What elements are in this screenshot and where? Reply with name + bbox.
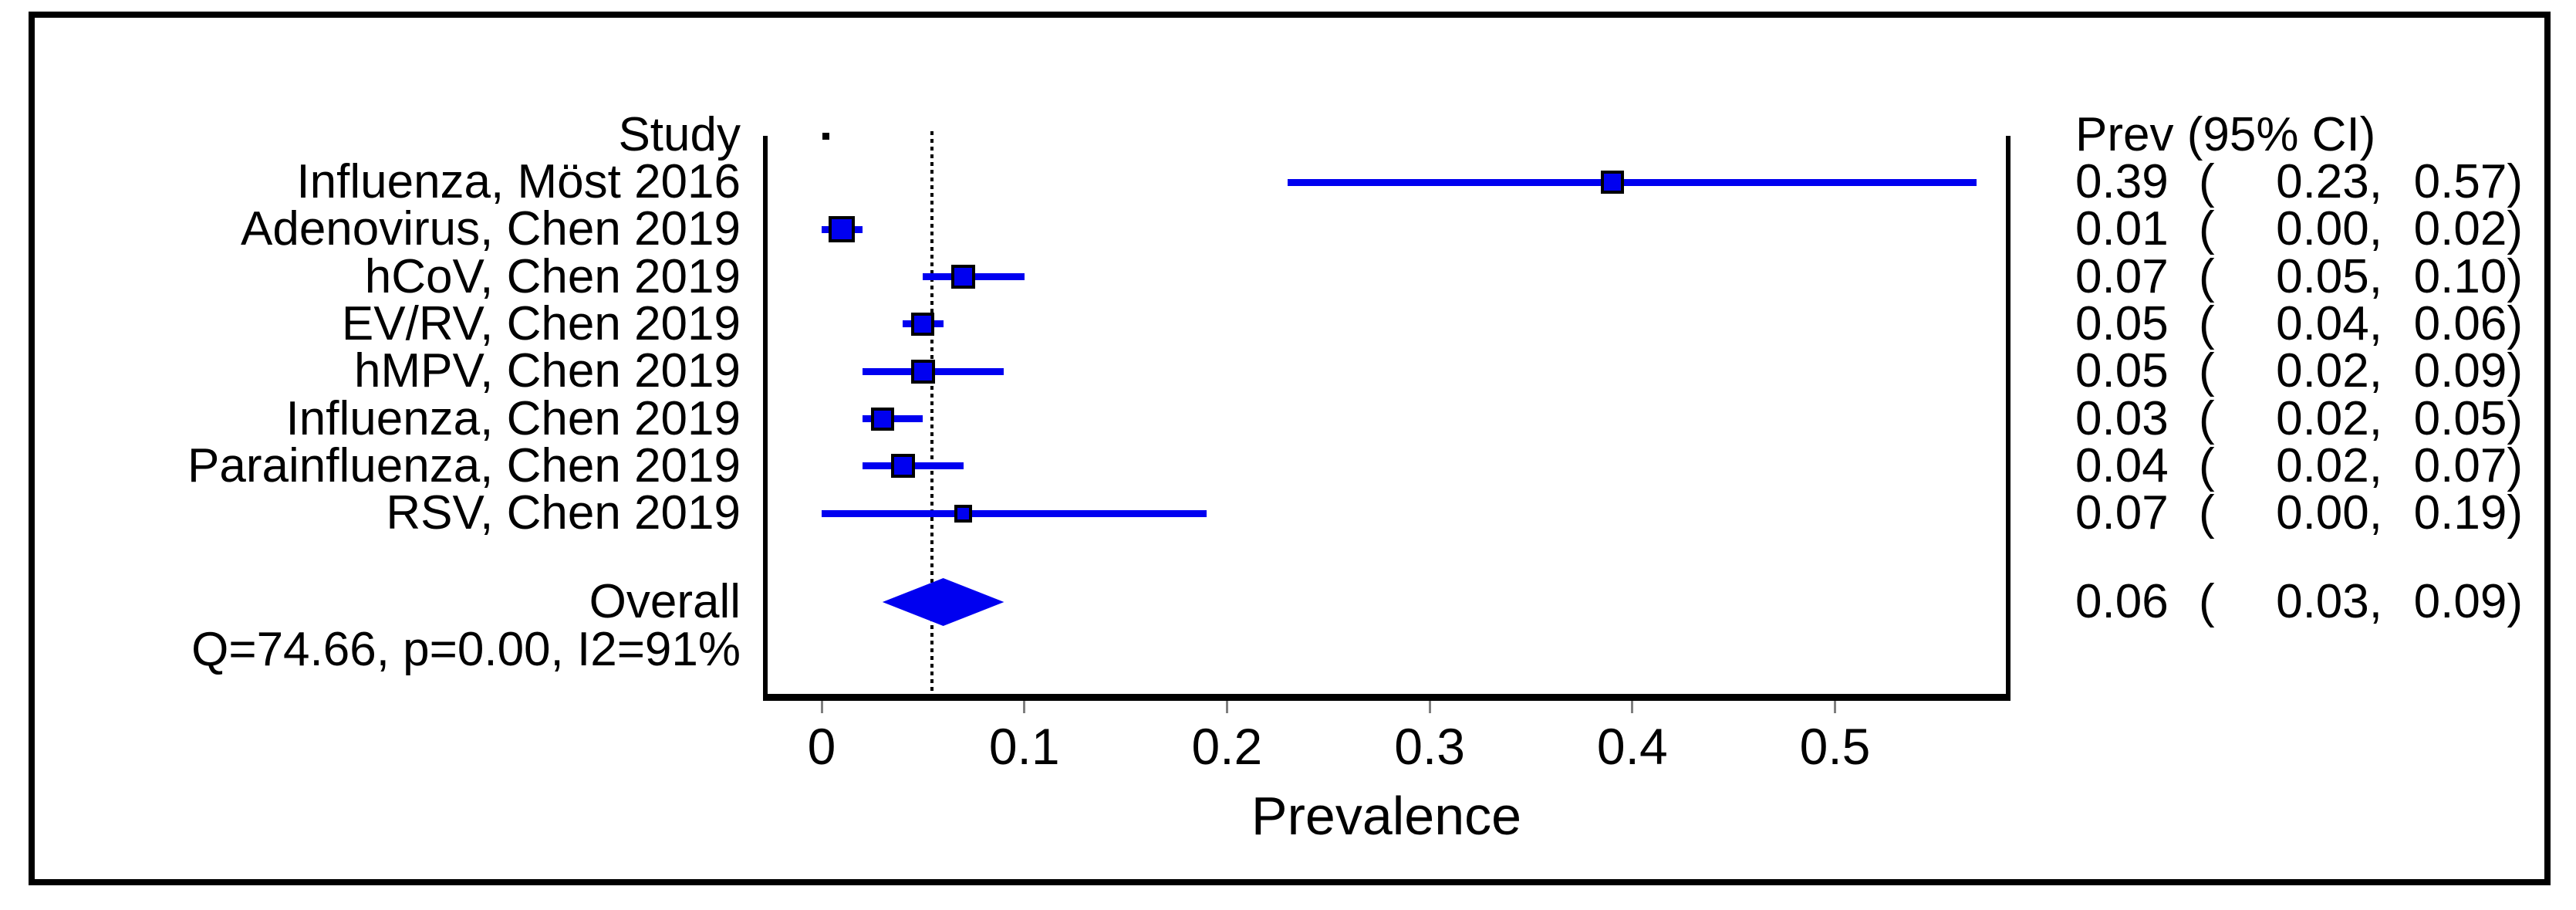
ci-lower-value: 0.04, (2276, 296, 2382, 350)
estimate-value: 0.05 (2075, 296, 2169, 350)
estimate-value: 0.04 (2075, 438, 2169, 492)
x-axis-tick (1834, 701, 1836, 713)
ci-lower-value: 0.00, (2276, 202, 2382, 256)
effect-value: 0.39 (0.23, 0.57) (2075, 154, 2554, 210)
ci-upper-value: 0.07) (2413, 438, 2523, 492)
study-label: hCoV, Chen 2019 (364, 249, 741, 303)
ci-upper-value: 0.09) (2413, 575, 2523, 628)
ci-upper-value: 0.10) (2413, 249, 2523, 303)
ci-open-paren: ( (2199, 391, 2215, 445)
figure-border (29, 12, 2551, 885)
study-label: EV/RV, Chen 2019 (341, 296, 741, 350)
estimate-value: 0.06 (2075, 575, 2169, 628)
point-estimate-square (890, 454, 915, 479)
ci-open-paren: ( (2199, 486, 2215, 540)
x-axis-tick-label: 0.2 (1191, 718, 1263, 775)
ci-lower-value: 0.03, (2276, 575, 2382, 628)
point-estimate-square (829, 216, 856, 243)
estimate-value: 0.07 (2075, 249, 2169, 303)
study-label: Adenovirus, Chen 2019 (240, 202, 741, 256)
effect-value: 0.04 (0.02, 0.07) (2075, 438, 2554, 494)
x-axis-tick (820, 701, 823, 713)
x-axis-tick-label: 0 (807, 718, 836, 775)
estimate-value: 0.07 (2075, 486, 2169, 540)
ci-lower-value: 0.02, (2276, 391, 2382, 445)
effect-value: 0.03 (0.02, 0.05) (2075, 391, 2554, 447)
x-axis-tick-label: 0.1 (988, 718, 1060, 775)
point-estimate-square (1600, 171, 1624, 194)
ci-open-paren: ( (2199, 249, 2215, 303)
effect-value: 0.07 (0.00, 0.19) (2075, 485, 2554, 541)
confidence-interval-line (1288, 178, 1977, 186)
point-estimate-square (870, 407, 894, 431)
estimate-value: 0.39 (2075, 155, 2169, 208)
tiny-dot-marker (822, 133, 829, 140)
study-label: Parainfluenza, Chen 2019 (187, 438, 741, 492)
x-axis-tick (1631, 701, 1634, 713)
point-estimate-square (911, 312, 935, 336)
ci-upper-value: 0.06) (2413, 296, 2523, 350)
x-axis-tick-label: 0.4 (1596, 718, 1668, 775)
ci-lower-value: 0.02, (2276, 438, 2382, 492)
point-estimate-square (910, 359, 935, 384)
effect-column-header: Prev (95% CI) (2075, 108, 2376, 161)
ci-open-paren: ( (2199, 296, 2215, 350)
study-label: RSV, Chen 2019 (386, 486, 741, 540)
estimate-value: 0.03 (2075, 391, 2169, 445)
plot-right-border (2006, 136, 2010, 699)
study-label: Influenza, Möst 2016 (296, 155, 741, 208)
ci-upper-value: 0.57) (2413, 155, 2523, 208)
plot-left-border (763, 136, 768, 699)
ci-open-paren: ( (2199, 344, 2215, 398)
ci-lower-value: 0.02, (2276, 344, 2382, 398)
x-axis-tick (1428, 701, 1431, 713)
ci-open-paren: ( (2199, 575, 2215, 628)
overall-label: Overall (589, 575, 741, 628)
x-axis-line (763, 694, 2010, 701)
ci-open-paren: ( (2199, 155, 2215, 208)
ci-open-paren: ( (2199, 202, 2215, 256)
x-axis-tick-label: 0.5 (1799, 718, 1871, 775)
effect-value: 0.05 (0.02, 0.09) (2075, 343, 2554, 399)
ci-lower-value: 0.00, (2276, 486, 2382, 540)
study-label: hMPV, Chen 2019 (354, 344, 741, 398)
ci-upper-value: 0.05) (2413, 391, 2523, 445)
x-axis-tick-label: 0.3 (1394, 718, 1465, 775)
point-estimate-square (951, 265, 976, 289)
ci-lower-value: 0.23, (2276, 155, 2382, 208)
ci-upper-value: 0.19) (2413, 486, 2523, 540)
overall-effect-value: 0.06 (0.03, 0.09) (2075, 574, 2554, 630)
ci-lower-value: 0.05, (2276, 249, 2382, 303)
ci-open-paren: ( (2199, 438, 2215, 492)
x-axis-tick (1225, 701, 1228, 713)
study-column-header: Study (618, 108, 741, 161)
point-estimate-square (954, 504, 973, 523)
x-axis-tick (1023, 701, 1026, 713)
estimate-value: 0.01 (2075, 202, 2169, 256)
overall-reference-dotted-line (930, 131, 934, 696)
ci-upper-value: 0.02) (2413, 202, 2523, 256)
confidence-interval-line (822, 509, 1207, 517)
effect-value: 0.01 (0.00, 0.02) (2075, 201, 2554, 257)
x-axis-title: Prevalence (1251, 786, 1522, 846)
effect-value: 0.05 (0.04, 0.06) (2075, 296, 2554, 352)
ci-upper-value: 0.09) (2413, 344, 2523, 398)
effect-value: 0.07 (0.05, 0.10) (2075, 249, 2554, 305)
estimate-value: 0.05 (2075, 344, 2169, 398)
study-label: Influenza, Chen 2019 (285, 391, 741, 445)
heterogeneity-stats: Q=74.66, p=0.00, I2=91% (191, 623, 741, 676)
